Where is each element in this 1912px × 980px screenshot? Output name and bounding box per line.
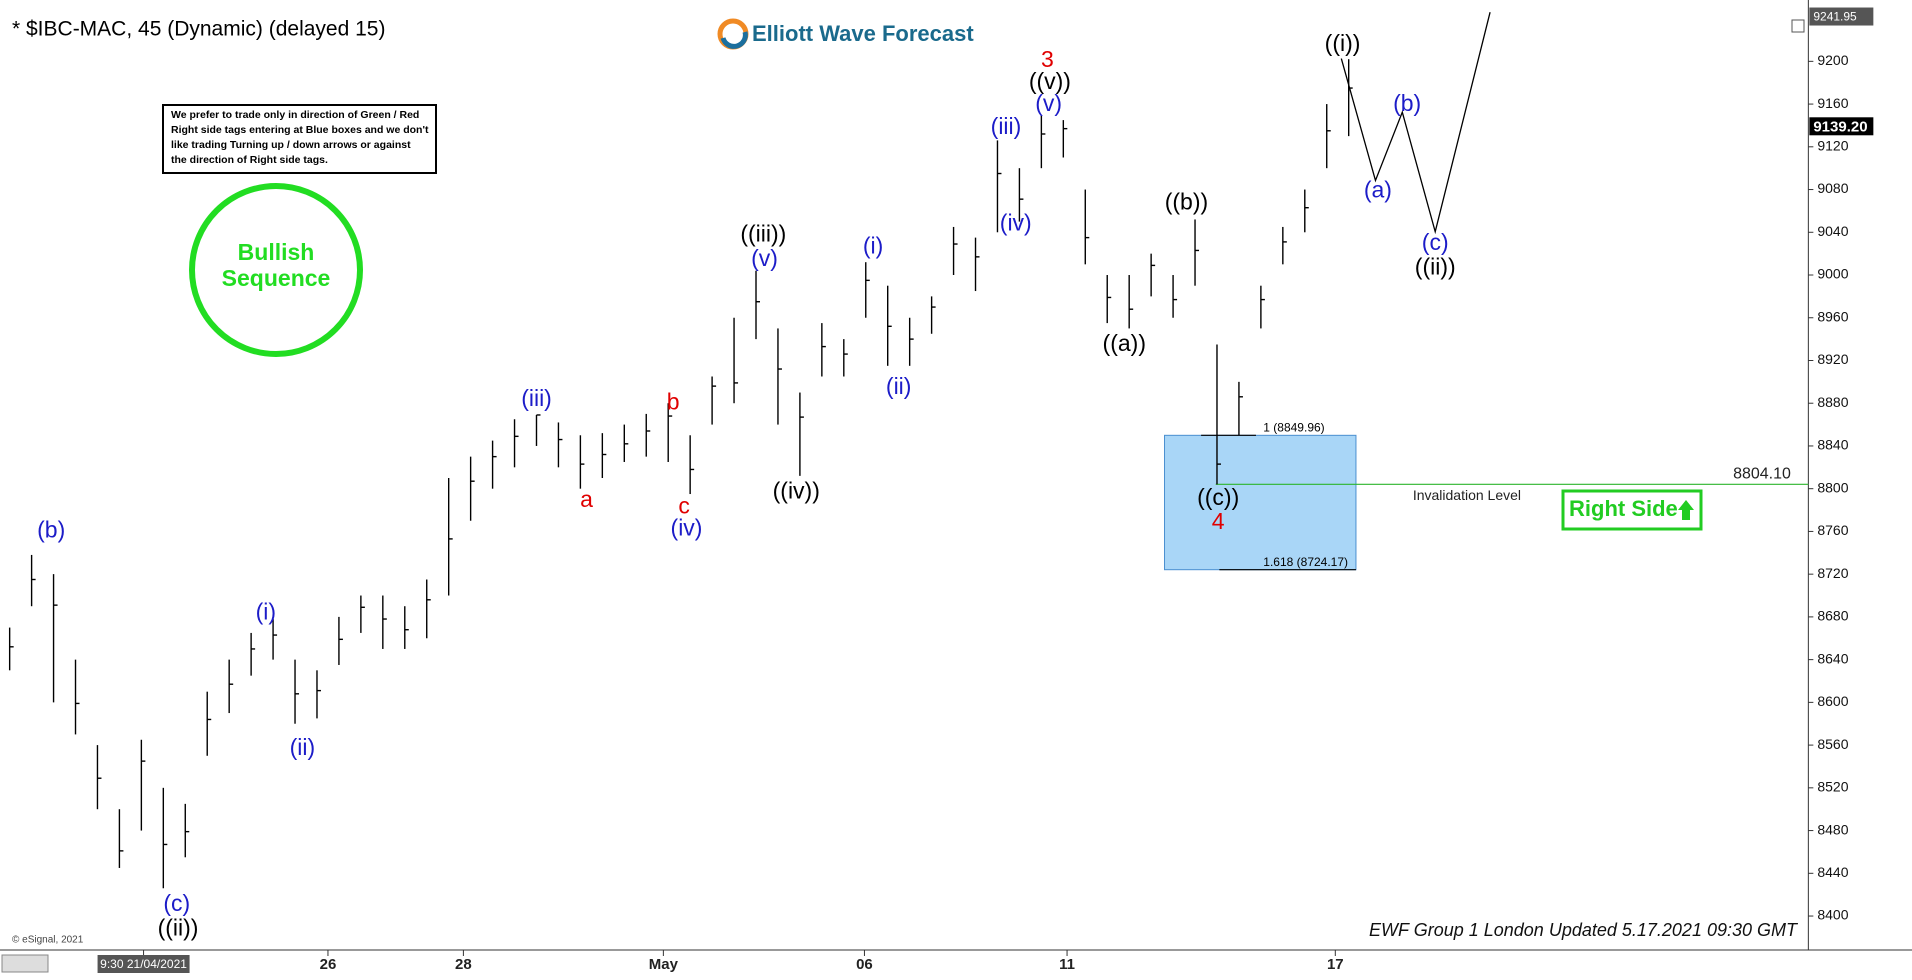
x-tick-label: 28: [455, 956, 472, 973]
y-tick-label: 8640: [1817, 650, 1848, 666]
y-tick-label: 8520: [1817, 779, 1848, 795]
wave-label: (ii): [886, 373, 912, 399]
brand-name: Elliott Wave Forecast: [752, 21, 974, 46]
notice-line: the direction of Right side tags.: [171, 154, 328, 166]
wave-label: (iii): [991, 113, 1022, 139]
wave-label: (b): [37, 517, 65, 543]
price-tag: [1809, 7, 1874, 26]
wave-label: (a): [1364, 177, 1392, 203]
wave-label: (i): [863, 233, 883, 259]
chart-title: * $IBC-MAC, 45 (Dynamic) (delayed 15): [12, 18, 385, 41]
right-side-text: Right Side: [1569, 496, 1678, 521]
invalidation-text: Invalidation Level: [1413, 487, 1521, 503]
notice-line: Right side tags entering at Blue boxes a…: [171, 124, 429, 136]
logo-swirl: [720, 31, 748, 49]
price-tag: [1809, 117, 1874, 136]
y-tick-label: 9120: [1817, 138, 1848, 154]
y-tick-label: 8760: [1817, 522, 1848, 538]
footer: EWF Group 1 London Updated 5.17.2021 09:…: [1369, 920, 1799, 940]
x-tick-label: 9:30 21/04/2021: [100, 957, 187, 971]
badge-line: Sequence: [222, 265, 331, 291]
y-tick-label: 9040: [1817, 223, 1848, 239]
x-tick-label: 26: [320, 956, 337, 973]
fib-label: 1.618 (8724.17): [1263, 555, 1348, 569]
wave-label: ((b)): [1165, 189, 1208, 215]
notice-line: We prefer to trade only in direction of …: [171, 109, 419, 121]
x-tick-label: 11: [1059, 956, 1075, 973]
y-tick-label: 8480: [1817, 821, 1848, 837]
wave-label: 3: [1041, 46, 1054, 72]
bullish-badge: [189, 183, 363, 357]
wave-label: (v): [1035, 90, 1062, 116]
x-tick-label: May: [649, 956, 679, 973]
wave-label: (c): [163, 890, 190, 916]
x-tick-label: 17: [1327, 956, 1344, 973]
corner-icon: [1791, 19, 1805, 33]
wave-label: (c): [1422, 229, 1449, 255]
y-tick-label: 8560: [1817, 736, 1848, 752]
wave-label: ((iii)): [740, 220, 786, 246]
y-tick-label: 8880: [1817, 394, 1848, 410]
notice-box: [162, 104, 437, 174]
y-tick-label: 9000: [1817, 266, 1848, 282]
notice-line: like trading Turning up / down arrows or…: [171, 139, 411, 151]
wave-label: ((i)): [1325, 30, 1361, 56]
y-tick-label: 8440: [1817, 864, 1848, 880]
wave-label: (b): [1393, 90, 1421, 116]
wave-label: (iv): [1000, 209, 1032, 235]
wave-label: (ii): [290, 734, 316, 760]
wave-label: ((iv)): [773, 478, 820, 504]
fib-label: 1 (8849.96): [1263, 420, 1324, 434]
brand-logo: [717, 18, 749, 50]
y-tick-label: 8400: [1817, 907, 1848, 923]
projection-path: [1340, 12, 1491, 235]
wave-label: ((a)): [1103, 330, 1146, 356]
notice: We prefer to trade only in direction of …: [171, 109, 429, 166]
wave-label: (iii): [521, 385, 552, 411]
y-tick-label: 8840: [1817, 437, 1848, 453]
wave-label: b: [667, 389, 680, 415]
wave-label: (v): [751, 245, 778, 271]
y-tick-label: 8680: [1817, 608, 1848, 624]
y-tick-label: 8960: [1817, 308, 1848, 324]
price-tag-label: 9139.20: [1813, 118, 1867, 135]
y-tick-label: 9080: [1817, 180, 1848, 196]
corner-icon: [1, 954, 49, 973]
wave-label: c: [678, 492, 690, 518]
invalidation-value: 8804.10: [1733, 466, 1791, 483]
wave-label: (iv): [671, 514, 703, 540]
wave-label: ((v)): [1029, 68, 1071, 94]
y-tick-label: 8720: [1817, 565, 1848, 581]
copyright: © eSignal, 2021: [12, 935, 84, 946]
y-tick-label: 8600: [1817, 693, 1848, 709]
wave-label: ((c)): [1197, 484, 1239, 510]
y-tick-label: 8800: [1817, 479, 1848, 495]
wave-label: a: [580, 486, 593, 512]
y-tick-label: 8920: [1817, 351, 1848, 367]
x-tick-box: [97, 955, 190, 973]
up-arrow: [1678, 500, 1694, 520]
wave-label: ((ii)): [158, 914, 199, 940]
x-tick-label: 06: [856, 956, 873, 973]
wave-label: (i): [256, 598, 276, 624]
fib-zone: [1164, 434, 1357, 571]
wave-label: 4: [1212, 508, 1225, 534]
y-tick-label: 9200: [1817, 52, 1848, 68]
price-tag-label: 9241.95: [1813, 10, 1857, 24]
wave-label: ((ii)): [1415, 253, 1456, 279]
y-tick-label: 9160: [1817, 95, 1848, 111]
badge-line: Bullish: [238, 239, 315, 265]
